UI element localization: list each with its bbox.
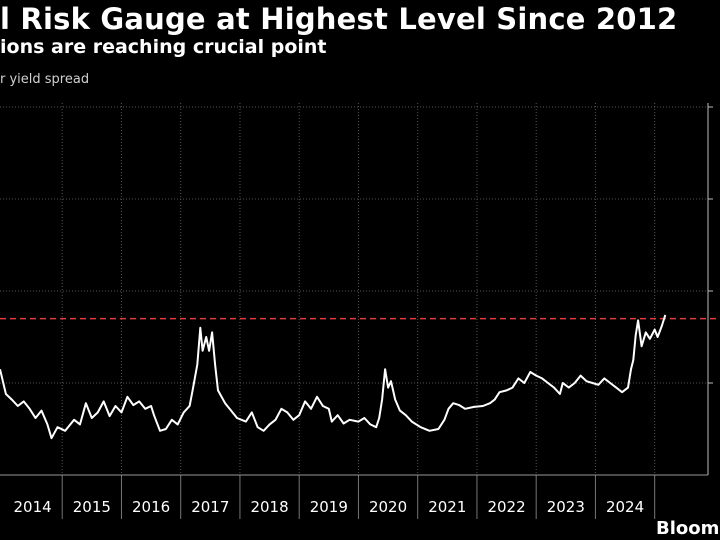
- x-tick-label: 2014: [13, 498, 51, 516]
- x-tick-label: 2018: [250, 498, 288, 516]
- horizontal-gridlines: [0, 106, 708, 384]
- x-tick-label: 2020: [369, 498, 407, 516]
- chart-title: l Risk Gauge at Highest Level Since 2012: [0, 2, 678, 36]
- x-tick-label: 2021: [428, 498, 466, 516]
- chart-subtitle: ions are reaching crucial point: [0, 36, 327, 58]
- x-tick-label: 2019: [310, 498, 348, 516]
- x-tick-label: 2024: [606, 498, 644, 516]
- series-line: [0, 314, 667, 440]
- x-tick-label: 2017: [191, 498, 229, 516]
- x-tick-label: 2016: [132, 498, 170, 516]
- y-axis-label: r yield spread: [0, 72, 90, 87]
- x-tick-label: 2015: [73, 498, 111, 516]
- x-tick-label: 2023: [547, 498, 585, 516]
- source-label: Bloomberg: [656, 518, 720, 539]
- vertical-gridlines: [61, 103, 656, 519]
- y-axis-ticks: [708, 106, 713, 384]
- x-axis-tick-labels: 2014 2015 2016 2017 2018 2019 2020 2021 2022 2023…: [13, 498, 644, 516]
- x-tick-label: 2022: [487, 498, 525, 516]
